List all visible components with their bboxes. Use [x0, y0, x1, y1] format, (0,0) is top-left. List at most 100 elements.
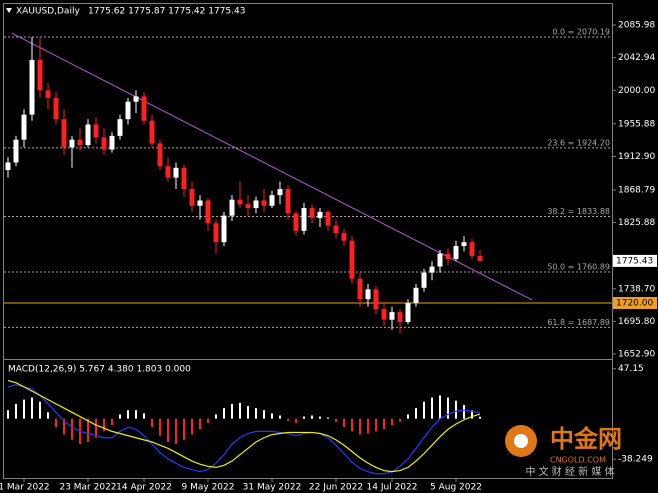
fib-label: 23.6 = 1924.20 [547, 138, 610, 147]
candle-body [189, 189, 195, 206]
candle-body [237, 199, 243, 205]
candle-body [45, 90, 51, 98]
candle-body [205, 200, 211, 224]
candle-body [341, 233, 347, 241]
symbol-icon [6, 8, 12, 13]
candle-body [477, 255, 483, 261]
candle-body [357, 278, 363, 300]
candle-body [397, 312, 403, 322]
slogan: 中 文 财 经 新 媒 体 [525, 465, 614, 478]
candle-body [285, 189, 291, 214]
candle-body [405, 303, 411, 322]
brand: 中金网 [550, 425, 622, 453]
fib-label: 38.2 = 1833.88 [547, 207, 610, 216]
candle-body [69, 139, 75, 148]
candle-body [197, 200, 203, 206]
candle-body [101, 137, 107, 150]
candle-body [349, 240, 355, 279]
candle-body [93, 124, 99, 138]
symbol: XAUUSD,Daily [16, 7, 80, 17]
fib-label: 50.0 = 1760.89 [547, 262, 610, 271]
hline-label-box [613, 297, 657, 310]
y-tick-label: 2085.98 [618, 20, 655, 30]
candle-body [13, 139, 19, 163]
logo-inner [514, 434, 528, 448]
candle-body [53, 97, 59, 120]
candle-body [213, 223, 219, 243]
candle-body [149, 120, 155, 144]
x-tick-label: 14 Jul 2022 [367, 483, 418, 493]
fib-label: 61.8 = 1687.89 [547, 318, 610, 327]
macd-line [7, 384, 481, 475]
frame [3, 3, 613, 479]
y-tick-label: 1825.88 [618, 218, 655, 228]
macd-title: MACD(12,26,9) 5.767 4.380 1.803 0.000 [8, 365, 191, 375]
candle-body [165, 166, 171, 178]
candle-body [325, 211, 331, 226]
x-tick-label: 31 May 2022 [243, 483, 302, 493]
candle-body [61, 119, 67, 148]
candle-body [301, 208, 307, 231]
candle-body [117, 119, 123, 136]
candle-body [37, 59, 43, 91]
y-tick-label: 47.15 [618, 364, 644, 374]
y-tick-label: 1868.79 [618, 185, 655, 195]
y-tick-label: 1738.70 [618, 284, 655, 294]
candle-body [421, 272, 427, 288]
y-tick-label: -38.249 [618, 455, 653, 465]
candle-body [365, 289, 371, 300]
x-tick-label: 1 Mar 2022 [0, 483, 50, 493]
candle-body [141, 96, 147, 121]
candle-body [221, 215, 227, 243]
candle-body [389, 312, 395, 320]
x-tick-label: 22 Jun 2022 [309, 483, 363, 493]
hline-label: 1720.00 [616, 299, 653, 309]
y-tick-label: 2042.94 [618, 53, 655, 63]
candle-body [261, 200, 267, 206]
candle-body [181, 167, 187, 190]
candle-body [317, 211, 323, 218]
candle-body [125, 101, 131, 120]
candle-body [245, 204, 251, 209]
candle-body [77, 139, 83, 145]
candle-body [445, 253, 451, 259]
candle-body [5, 162, 11, 171]
candle-body [309, 208, 315, 218]
candle-body [381, 309, 387, 320]
candle-body [109, 135, 115, 150]
x-tick-label: 5 Aug 2022 [430, 483, 482, 493]
candle-body [133, 96, 139, 102]
x-tick-label: 14 Apr 2022 [116, 483, 172, 493]
watermark: 中金网 CNGOLD.COM 中 文 财 经 新 媒 体 [505, 425, 622, 478]
domain: CNGOLD.COM [550, 456, 606, 465]
candle-body [29, 59, 35, 115]
candle-body [461, 242, 467, 247]
y-tick-label: 2000.00 [618, 86, 655, 96]
candle-body [429, 266, 435, 273]
candle-body [85, 124, 91, 145]
trendline [11, 32, 533, 301]
candle-body [229, 199, 235, 216]
x-tick-label: 9 May 2022 [182, 483, 235, 493]
candle-body [173, 167, 179, 178]
fib-label: 0.0 = 2070.19 [552, 27, 610, 36]
candle-body [453, 246, 459, 259]
y-tick-label: 1695.80 [618, 317, 655, 327]
candle-body [269, 195, 275, 206]
candle-body [293, 213, 299, 231]
y-tick-label: 1652.90 [618, 349, 655, 359]
x-tick-label: 23 Mar 2022 [59, 483, 116, 493]
current-price-label: 1775.43 [616, 256, 653, 266]
candle-body [437, 253, 443, 267]
candle-body [21, 114, 27, 140]
y-tick-label: 1912.90 [618, 152, 655, 162]
candle-body [413, 287, 419, 304]
candle-body [373, 289, 379, 310]
macd-line [7, 379, 481, 473]
price-label-box [613, 254, 657, 267]
candle-body [157, 143, 163, 167]
ohlc-header: 1775.62 1775.87 1775.42 1775.43 [88, 7, 245, 17]
y-tick-label: 1955.88 [618, 119, 655, 129]
